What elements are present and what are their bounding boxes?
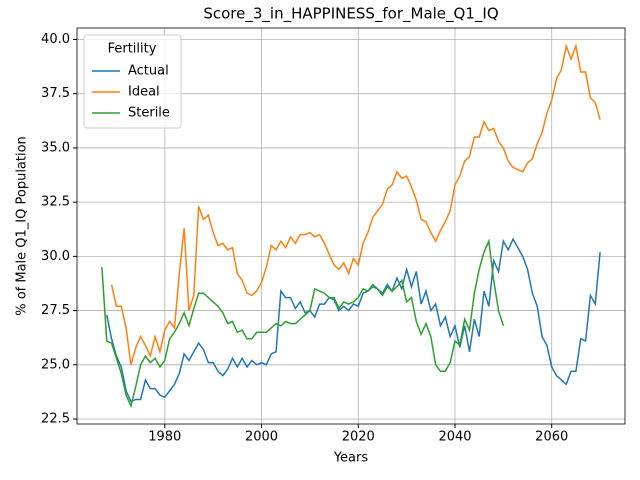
chart-title: Score_3_in_HAPPINESS_for_Male_Q1_IQ xyxy=(203,5,498,24)
y-axis-label: % of Male Q1_IQ Population xyxy=(15,136,30,316)
y-tick-label: 22.5 xyxy=(41,412,70,427)
y-tick-label: 27.5 xyxy=(41,303,70,318)
plot-frame xyxy=(76,27,626,425)
y-tick-label: 25.0 xyxy=(41,357,70,372)
legend-box xyxy=(83,34,182,129)
y-tick-label: 30.0 xyxy=(41,249,70,264)
x-tick-label: 2040 xyxy=(438,430,471,445)
series-line xyxy=(106,237,601,403)
legend-title: Fertility xyxy=(108,42,157,57)
y-tick-label: 37.5 xyxy=(41,86,70,101)
legend-label: Actual xyxy=(128,64,169,79)
x-axis-label: Years xyxy=(333,451,369,466)
x-tick-label: 1980 xyxy=(148,430,181,445)
x-tick-label: 2020 xyxy=(342,430,375,445)
x-tick-label: 2060 xyxy=(535,430,568,445)
legend-label: Ideal xyxy=(128,85,160,100)
y-tick-label: 40.0 xyxy=(41,32,70,47)
series-line xyxy=(110,43,601,366)
series-line xyxy=(101,238,505,409)
x-tick-label: 2000 xyxy=(245,430,278,445)
y-tick-label: 35.0 xyxy=(41,140,70,155)
legend-label: Sterile xyxy=(128,106,170,121)
legend: Fertility Actual Ideal Sterile xyxy=(83,34,182,129)
y-tick-label: 32.5 xyxy=(41,195,70,210)
